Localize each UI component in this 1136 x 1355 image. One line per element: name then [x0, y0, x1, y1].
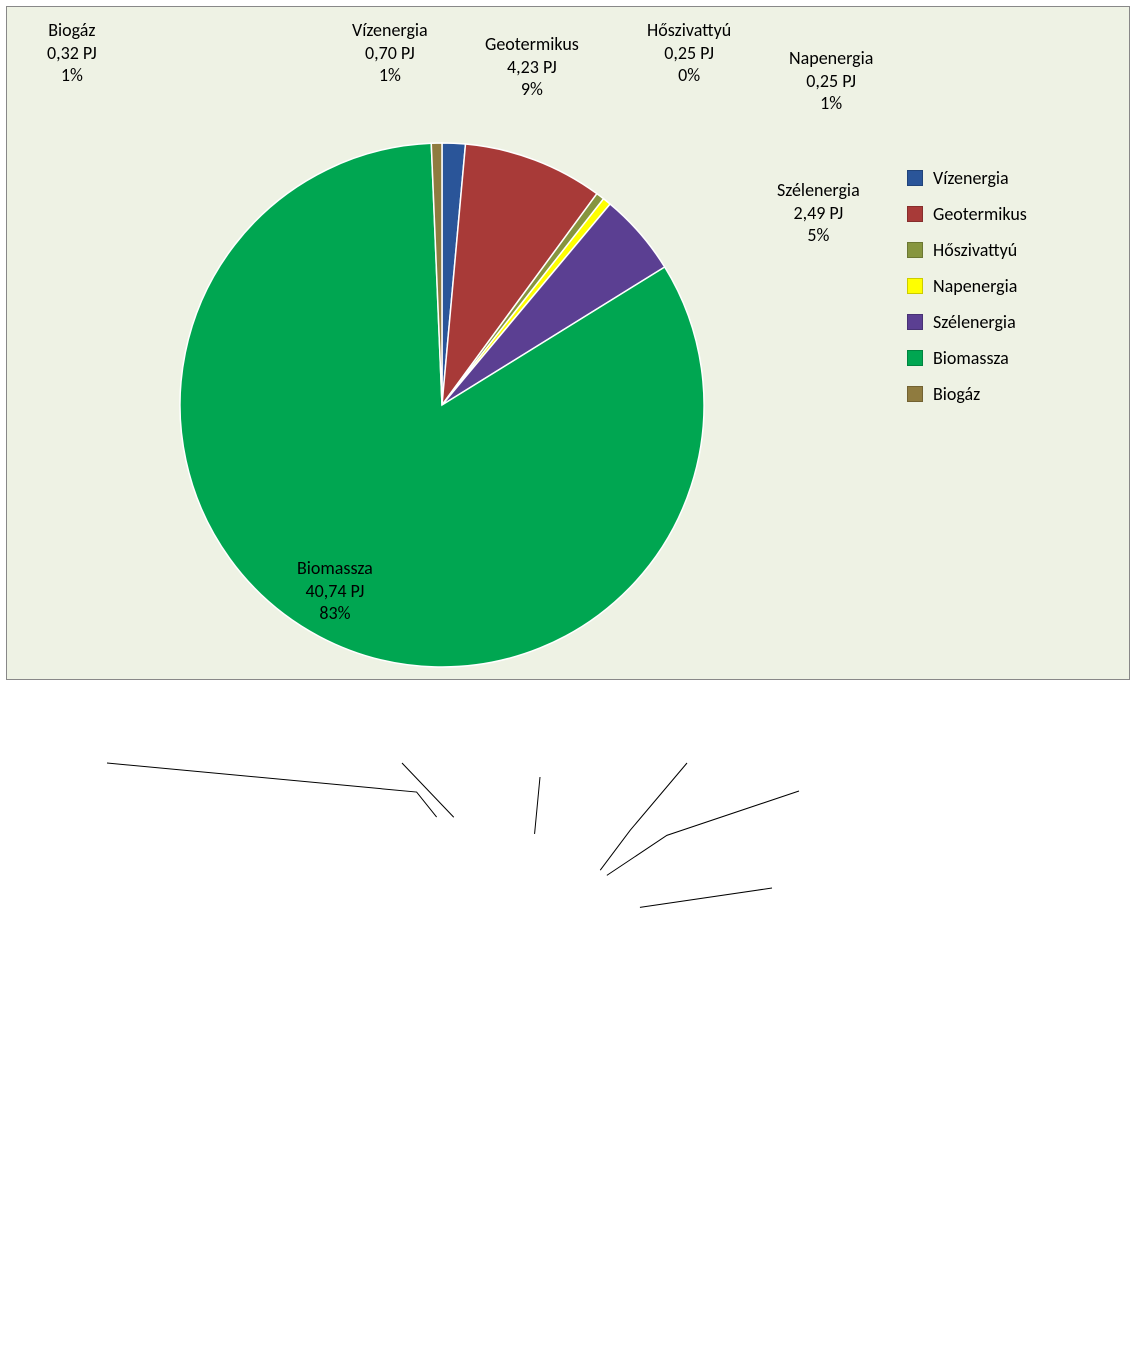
- legend-label: Vízenergia: [933, 167, 1009, 189]
- legend-label: Biogáz: [933, 383, 980, 405]
- legend-item: Hőszivattyú: [907, 239, 1027, 261]
- legend-swatch: [907, 314, 923, 330]
- legend-item: Szélenergia: [907, 311, 1027, 333]
- chart-frame: Biogáz 0,32 PJ 1% Vízenergia 0,70 PJ 1% …: [6, 6, 1130, 680]
- leader-line: [535, 777, 540, 834]
- legend-label: Napenergia: [933, 275, 1017, 297]
- legend-item: Biomassza: [907, 347, 1027, 369]
- leader-line: [402, 763, 454, 817]
- leader-line: [640, 888, 772, 907]
- leader-line: [607, 791, 799, 875]
- legend-swatch: [907, 278, 923, 294]
- legend-label: Biomassza: [933, 347, 1009, 369]
- legend-swatch: [907, 350, 923, 366]
- leader-lines: [7, 681, 1131, 1355]
- legend-item: Vízenergia: [907, 167, 1027, 189]
- legend-item: Geotermikus: [907, 203, 1027, 225]
- legend-label: Geotermikus: [933, 203, 1027, 225]
- legend-label: Hőszivattyú: [933, 239, 1017, 261]
- legend-swatch: [907, 170, 923, 186]
- legend-swatch: [907, 206, 923, 222]
- legend-item: Biogáz: [907, 383, 1027, 405]
- legend-swatch: [907, 242, 923, 258]
- leader-line: [107, 763, 437, 817]
- legend-item: Napenergia: [907, 275, 1027, 297]
- leader-line: [600, 763, 687, 870]
- legend-label: Szélenergia: [933, 311, 1016, 333]
- legend-swatch: [907, 386, 923, 402]
- legend: Vízenergia Geotermikus Hőszivattyú Napenerg…: [907, 167, 1027, 419]
